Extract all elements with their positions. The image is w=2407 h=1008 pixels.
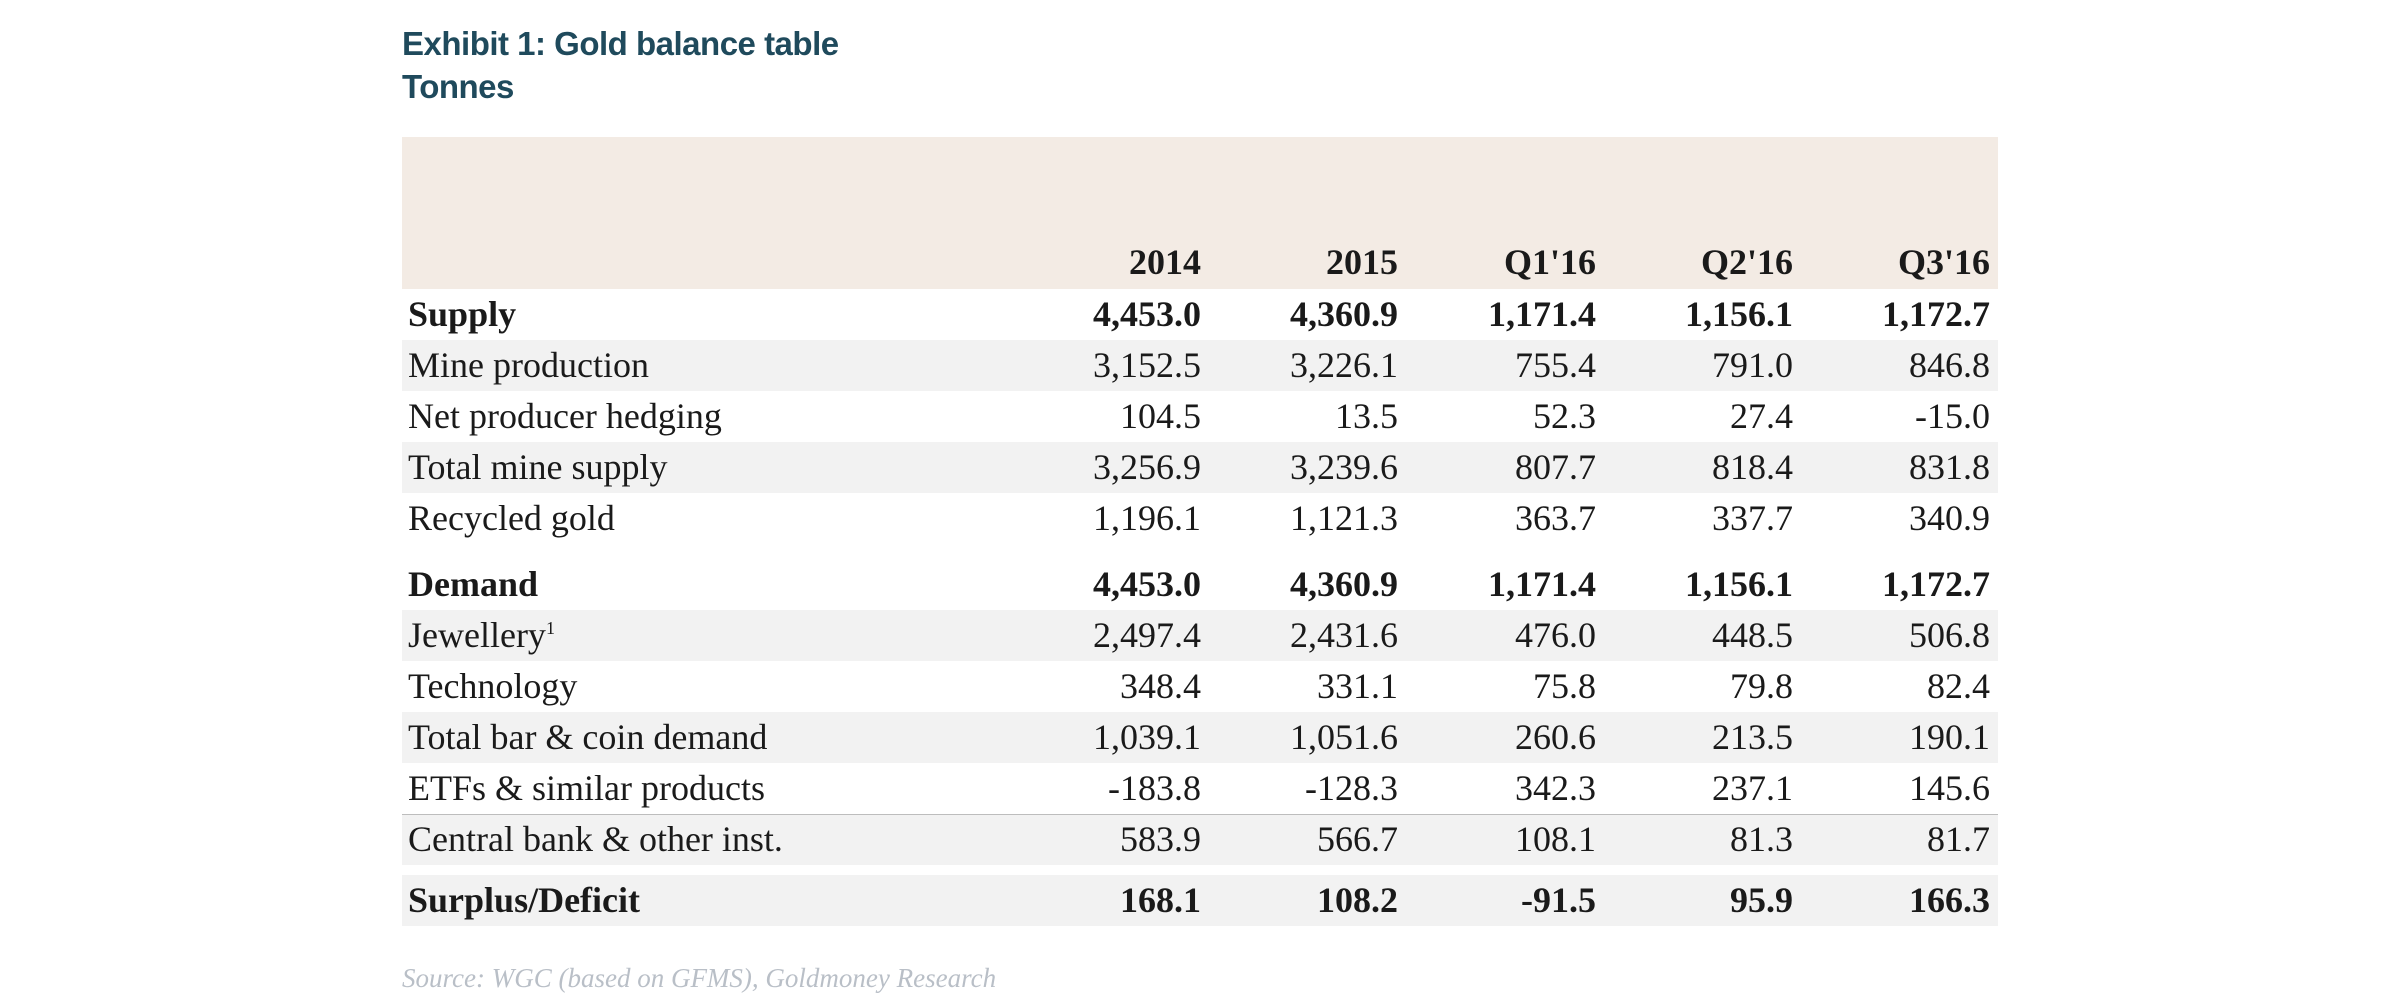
cell-value: 846.8 [1909, 345, 1990, 385]
cell-value: 1,171.4 [1488, 294, 1596, 334]
row-label: Total bar & coin demand [408, 717, 768, 757]
row-label: Jewellery [408, 615, 546, 655]
cell-value: -15.0 [1915, 396, 1990, 436]
table-row-total-bar-coin-demand: Total bar & coin demand 1,039.1 1,051.6 … [402, 712, 1998, 763]
exhibit-title: Exhibit 1: Gold balance table [402, 25, 839, 62]
table-row-etfs-similar-products: ETFs & similar products -183.8 -128.3 34… [402, 763, 1998, 814]
row-label: Demand [408, 564, 539, 604]
row-label: Central bank & other inst. [408, 819, 783, 859]
cell-value: 1,196.1 [1093, 498, 1201, 538]
table-row-recycled-gold: Recycled gold 1,196.1 1,121.3 363.7 337.… [402, 493, 1998, 544]
cell-value: -128.3 [1305, 768, 1398, 808]
cell-value: -91.5 [1521, 880, 1596, 920]
cell-value: 506.8 [1909, 615, 1990, 655]
cell-value: 237.1 [1712, 768, 1793, 808]
cell-value: 75.8 [1533, 666, 1596, 706]
row-gap [402, 865, 1998, 875]
cell-value: 791.0 [1712, 345, 1793, 385]
cell-value: 79.8 [1730, 666, 1793, 706]
table-row-total-mine-supply: Total mine supply 3,256.9 3,239.6 807.7 … [402, 442, 1998, 493]
cell-value: 81.7 [1927, 819, 1990, 859]
cell-value: 2,497.4 [1093, 615, 1201, 655]
cell-value: 363.7 [1515, 498, 1596, 538]
cell-value: 3,256.9 [1093, 447, 1201, 487]
cell-value: 331.1 [1317, 666, 1398, 706]
cell-value: 1,051.6 [1290, 717, 1398, 757]
cell-value: 1,172.7 [1882, 564, 1990, 604]
row-label: Supply [408, 294, 517, 334]
cell-value: 95.9 [1730, 880, 1793, 920]
cell-value: 1,172.7 [1882, 294, 1990, 334]
cell-value: 3,152.5 [1093, 345, 1201, 385]
cell-value: 337.7 [1712, 498, 1793, 538]
cell-value: 566.7 [1317, 819, 1398, 859]
row-label: Total mine supply [408, 447, 668, 487]
cell-value: 583.9 [1120, 819, 1201, 859]
source-note: Source: WGC (based on GFMS), Goldmoney R… [402, 963, 997, 993]
cell-value: 476.0 [1515, 615, 1596, 655]
cell-value: 108.2 [1317, 880, 1398, 920]
cell-value: 82.4 [1927, 666, 1990, 706]
cell-value: 4,360.9 [1290, 294, 1398, 334]
row-label: Net producer hedging [408, 396, 722, 436]
cell-value: 448.5 [1712, 615, 1793, 655]
cell-value: 168.1 [1120, 880, 1201, 920]
table-row-supply: Supply 4,453.0 4,360.9 1,171.4 1,156.1 1… [402, 289, 1998, 340]
cell-value: 755.4 [1515, 345, 1596, 385]
cell-value: 108.1 [1515, 819, 1596, 859]
table-row-surplus-deficit: Surplus/Deficit 168.1 108.2 -91.5 95.9 1… [402, 875, 1998, 926]
cell-value: 166.3 [1909, 880, 1990, 920]
table-row-technology: Technology 348.4 331.1 75.8 79.8 82.4 [402, 661, 1998, 712]
cell-value: 4,360.9 [1290, 564, 1398, 604]
cell-value: 1,039.1 [1093, 717, 1201, 757]
cell-value: 1,171.4 [1488, 564, 1596, 604]
row-label: Surplus/Deficit [408, 880, 641, 920]
column-header-q2-16: Q2'16 [1700, 242, 1793, 282]
exhibit-header: Exhibit 1: Gold balance table Tonnes [402, 22, 839, 108]
column-header-2015: 2015 [1326, 242, 1398, 282]
row-label: Technology [408, 666, 578, 706]
cell-value: 81.3 [1730, 819, 1793, 859]
column-header-q1-16: Q1'16 [1503, 242, 1596, 282]
table-row-demand: Demand 4,453.0 4,360.9 1,171.4 1,156.1 1… [402, 544, 1998, 610]
cell-value: 4,453.0 [1093, 564, 1201, 604]
cell-value: 13.5 [1335, 396, 1398, 436]
exhibit-subtitle: Tonnes [402, 68, 514, 105]
row-label: Recycled gold [408, 498, 615, 538]
cell-value: 190.1 [1909, 717, 1990, 757]
cell-value: 1,121.3 [1290, 498, 1398, 538]
cell-value: 2,431.6 [1290, 615, 1398, 655]
cell-value: 1,156.1 [1685, 564, 1793, 604]
table-row-jewellery: Jewellery1 2,497.4 2,431.6 476.0 448.5 5… [402, 610, 1998, 661]
table-row-central-bank: Central bank & other inst. 583.9 566.7 1… [402, 814, 1998, 865]
cell-value: 807.7 [1515, 447, 1596, 487]
cell-value: 831.8 [1909, 447, 1990, 487]
cell-value: 4,453.0 [1093, 294, 1201, 334]
footnote-marker: 1 [545, 618, 555, 638]
column-header-q3-16: Q3'16 [1897, 242, 1990, 282]
cell-value: 818.4 [1712, 447, 1793, 487]
row-label: ETFs & similar products [408, 768, 765, 808]
gold-balance-table: 2014 2015 Q1'16 Q2'16 Q3'16 Supply 4,453… [402, 137, 1998, 926]
cell-value: 1,156.1 [1685, 294, 1793, 334]
row-label-with-footnote: Jewellery1 [408, 614, 555, 656]
cell-value: 340.9 [1909, 498, 1990, 538]
cell-value: 260.6 [1515, 717, 1596, 757]
cell-value: -183.8 [1108, 768, 1201, 808]
table-row-mine-production: Mine production 3,152.5 3,226.1 755.4 79… [402, 340, 1998, 391]
cell-value: 3,239.6 [1290, 447, 1398, 487]
cell-value: 145.6 [1909, 768, 1990, 808]
cell-value: 3,226.1 [1290, 345, 1398, 385]
table-row-net-producer-hedging: Net producer hedging 104.5 13.5 52.3 27.… [402, 391, 1998, 442]
cell-value: 104.5 [1120, 396, 1201, 436]
cell-value: 27.4 [1730, 396, 1793, 436]
cell-value: 342.3 [1515, 768, 1596, 808]
row-label: Mine production [408, 345, 649, 385]
cell-value: 213.5 [1712, 717, 1793, 757]
table-header-band: 2014 2015 Q1'16 Q2'16 Q3'16 [402, 137, 1998, 289]
cell-value: 52.3 [1533, 396, 1596, 436]
cell-value: 348.4 [1120, 666, 1201, 706]
column-header-2014: 2014 [1129, 242, 1201, 282]
